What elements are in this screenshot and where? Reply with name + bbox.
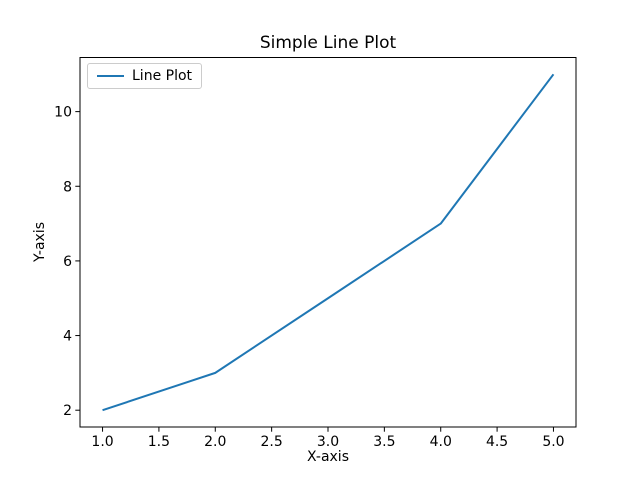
data-line: [102, 73, 555, 412]
x-axis-label: X-axis: [307, 449, 349, 465]
x-tick-label: 4.5: [486, 434, 508, 450]
y-tick-label: 2: [63, 403, 72, 419]
chart-title: Simple Line Plot: [259, 33, 397, 53]
x-tick-label: 1.0: [91, 434, 113, 450]
x-tick-label: 1.5: [148, 434, 170, 450]
legend-label: Line Plot: [132, 68, 193, 84]
x-tick-label: 4.0: [430, 434, 452, 450]
y-tick-label: 6: [63, 254, 72, 270]
axes-spines: [79, 57, 577, 428]
x-tick-label: 3.0: [317, 434, 339, 450]
x-tick-label: 3.5: [373, 434, 395, 450]
x-tick-label: 5.0: [542, 434, 564, 450]
y-tick-label: 8: [63, 179, 72, 195]
x-tick-label: 2.5: [261, 434, 283, 450]
y-tick-label: 10: [54, 105, 72, 121]
x-tick-label: 2.0: [204, 434, 226, 450]
legend-line-sample: [97, 75, 124, 77]
legend: Line Plot: [87, 63, 203, 89]
y-axis-label: Y-axis: [32, 222, 48, 262]
y-tick-label: 4: [63, 329, 72, 345]
